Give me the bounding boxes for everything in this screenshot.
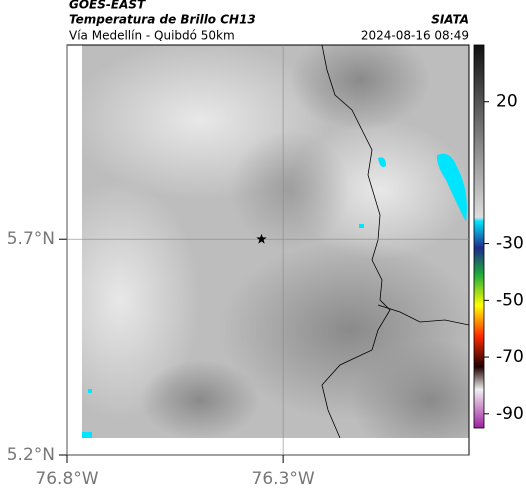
product-name: Temperatura de Brillo CH13 — [69, 13, 256, 27]
colorbar-tick-label: -90 — [496, 404, 524, 424]
lat-tick-label: 5.7°N — [7, 229, 55, 249]
lon-tick-label: 76.3°W — [252, 469, 315, 489]
colorbar-tick-label: -30 — [496, 234, 524, 254]
colorbar-tick-label: -50 — [496, 290, 524, 310]
location-marker — [256, 233, 267, 244]
lat-tick-label: 5.2°N — [7, 445, 55, 465]
agency-name: SIATA — [431, 13, 469, 27]
region-name: Vía Medellín - Quibdó 50km — [69, 29, 235, 43]
satellite-name: GOES-EAST — [69, 0, 146, 12]
timestamp: 2024-08-16 08:49 — [361, 29, 469, 43]
lon-tick-label: 76.8°W — [35, 469, 98, 489]
colorbar-tick-label: 20 — [496, 92, 518, 112]
colorbar — [473, 44, 485, 429]
brightness-image — [82, 45, 469, 438]
colorbar-tick-label: -70 — [496, 347, 524, 367]
